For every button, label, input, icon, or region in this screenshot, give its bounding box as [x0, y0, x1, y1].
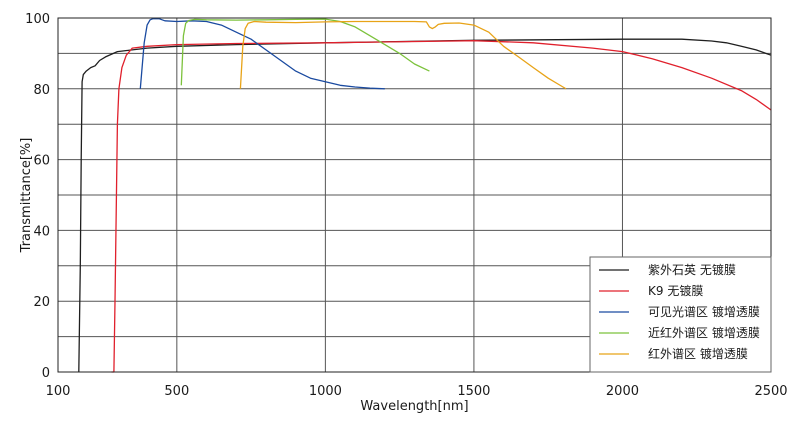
- series-line: [111, 40, 772, 373]
- series-line: [180, 18, 430, 86]
- y-axis-label: Transmittance[%]: [19, 138, 34, 254]
- x-tick-label: 1500: [457, 384, 490, 399]
- series-line: [239, 20, 567, 90]
- grid-lines: [58, 18, 771, 372]
- y-tick-label: 20: [33, 295, 50, 310]
- series-line: [78, 38, 772, 373]
- legend-label: 紫外石英 无镀膜: [648, 263, 736, 277]
- y-tick-label: 100: [25, 12, 50, 27]
- legend-box: [589, 256, 772, 373]
- plot-frame: [57, 17, 772, 373]
- series-lines: [78, 18, 772, 373]
- y-tick-labels: 0 20 40 60 80 100: [25, 12, 50, 381]
- x-tick-label: 2000: [606, 384, 639, 399]
- legend-label: 可见光谱区 镀增透膜: [648, 305, 760, 319]
- x-tick-label: 1000: [309, 384, 342, 399]
- legend-label: 红外谱区 镀增透膜: [648, 346, 748, 361]
- series-line: [139, 18, 385, 90]
- x-tick-label: 500: [164, 384, 189, 399]
- y-tick-label: 40: [33, 224, 50, 239]
- legend-label: K9 无镀膜: [648, 284, 703, 298]
- x-tick-label: 2500: [754, 384, 787, 399]
- x-tick-label: 100: [46, 384, 71, 399]
- legend-label: 近红外谱区 镀增透膜: [648, 325, 760, 340]
- x-tick-labels: 100 500 1000 1500 2000 2500: [46, 384, 788, 399]
- y-tick-label: 60: [33, 154, 50, 169]
- x-axis-label: Wavelength[nm]: [360, 399, 468, 414]
- y-tick-label: 0: [42, 366, 50, 381]
- y-tick-label: 80: [33, 83, 50, 98]
